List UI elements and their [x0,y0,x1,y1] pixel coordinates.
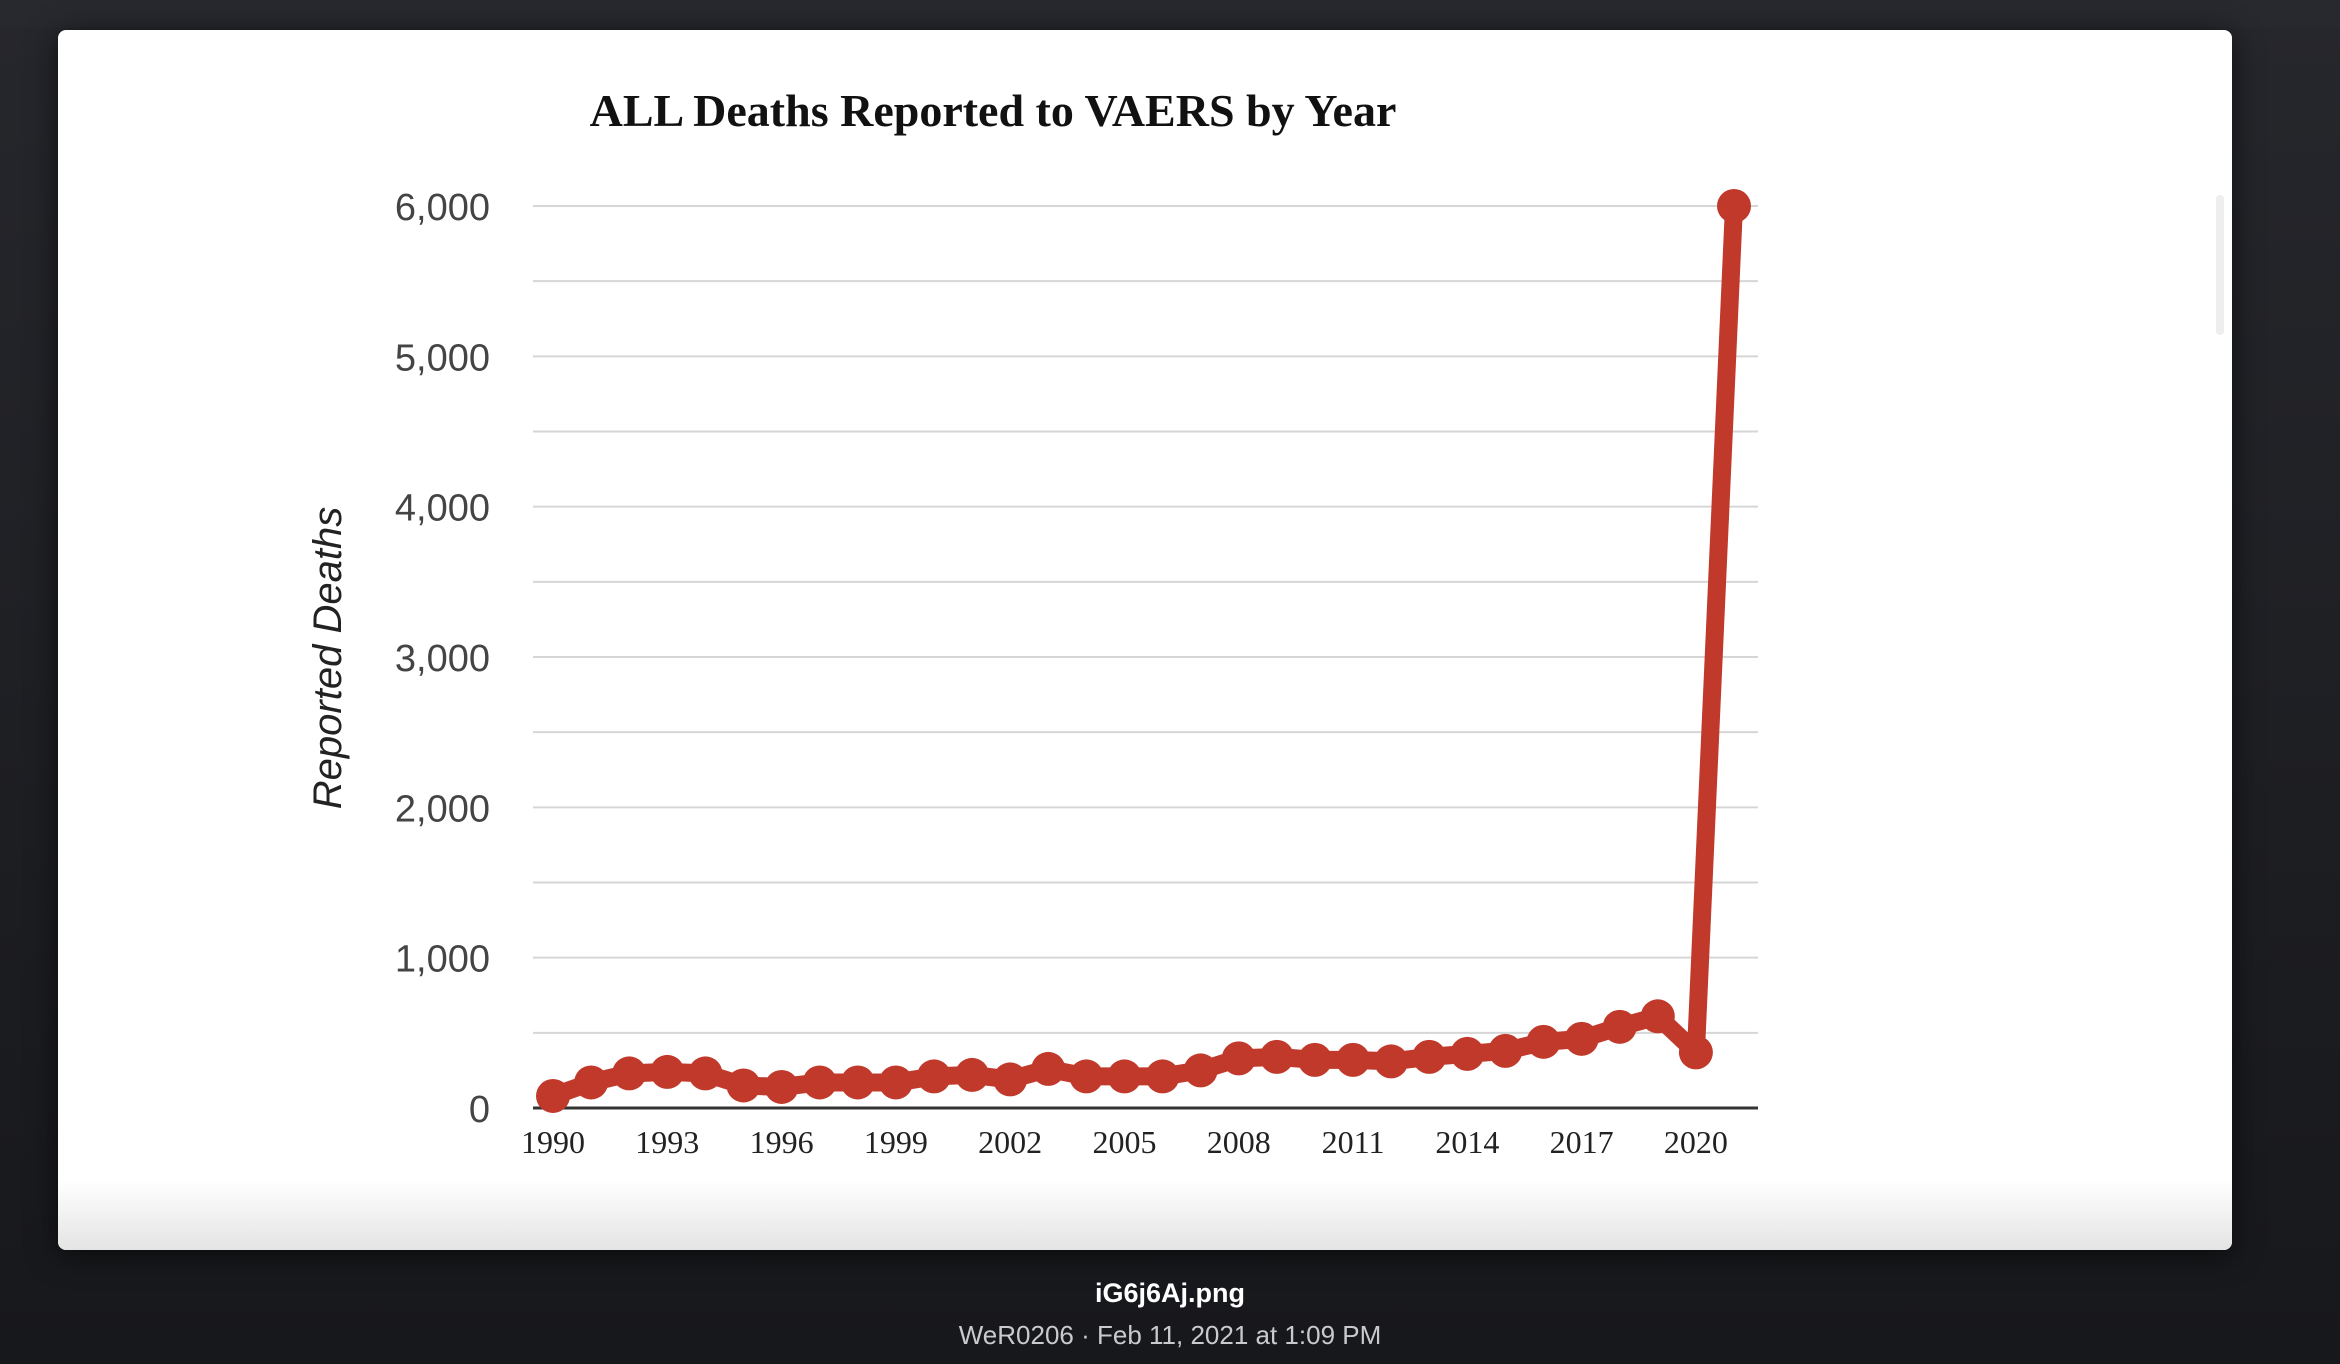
x-tick-label: 1996 [750,1124,814,1160]
y-tick-label: 6,000 [395,187,490,229]
data-point [1297,1042,1332,1077]
x-tick-label: 2008 [1207,1124,1271,1160]
y-tick-labels: 0 1,000 2,000 3,000 4,000 5,000 6,000 [395,187,490,1131]
scrollbar[interactable] [2216,195,2224,335]
x-tick-label: 2017 [1550,1124,1614,1160]
image-meta: WeR0206 · Feb 11, 2021 at 1:09 PM [958,1320,1382,1350]
series-line [544,197,1743,1105]
x-tick-label: 2011 [1322,1124,1385,1160]
data-point [1526,1024,1561,1059]
top-bar [0,0,2340,28]
data-point [1221,1041,1256,1076]
x-tick-label: 1993 [635,1124,699,1160]
y-tick-label: 1,000 [395,939,490,981]
data-point [536,1078,570,1113]
y-tick-label: 4,000 [395,488,490,530]
y-tick-label: 3,000 [395,638,490,680]
data-point [1336,1042,1371,1077]
data-point [1374,1044,1409,1079]
data-point [955,1057,990,1092]
data-point [1183,1053,1218,1088]
data-point [1107,1059,1142,1094]
data-point [1412,1039,1447,1074]
data-point [1259,1039,1294,1074]
x-tick-labels: 1990 1993 1996 1999 2002 2005 2008 2011 2014 2017… [521,1124,1728,1160]
image-filename: iG6j6Aj.png [1094,1278,1246,1308]
series-layer [536,189,1751,1113]
data-point [1640,999,1675,1034]
data-point [764,1069,799,1104]
y-tick-label: 5,000 [395,337,490,379]
data-point [688,1056,723,1091]
data-point [840,1065,875,1100]
data-point [612,1056,647,1091]
x-tick-label: 2005 [1092,1124,1156,1160]
data-point [878,1065,913,1100]
data-point [726,1068,761,1103]
data-point [993,1062,1028,1097]
data-point [802,1065,837,1100]
data-point [1564,1021,1599,1056]
x-tick-label: 1999 [864,1124,928,1160]
x-tick-label: 1990 [521,1124,585,1160]
data-point [1031,1051,1066,1086]
chart-title: ALL Deaths Reported to VAERS by Year [590,85,1397,136]
grid-lines [533,205,1758,1034]
line-chart: 0 1,000 2,000 3,000 4,000 5,000 6,000 1990 1993… [306,85,1758,1160]
data-point [1145,1059,1180,1094]
data-point [1678,1035,1713,1070]
y-tick-label: 2,000 [395,788,490,830]
data-point [1602,1009,1637,1044]
data-point [1488,1033,1523,1068]
data-point [574,1065,609,1100]
y-tick-label: 0 [469,1089,490,1131]
data-point [1069,1059,1104,1094]
data-point [650,1054,685,1089]
data-point [916,1059,951,1094]
x-tick-label: 2002 [978,1124,1042,1160]
data-point [1717,189,1751,223]
image-viewer-card[interactable]: 0 1,000 2,000 3,000 4,000 5,000 6,000 1990 1993… [58,30,2232,1250]
x-tick-label: 2020 [1664,1124,1728,1160]
data-point [1450,1036,1485,1071]
x-tick-label: 2014 [1435,1124,1499,1160]
y-axis-label: Reported Deaths [306,507,350,809]
